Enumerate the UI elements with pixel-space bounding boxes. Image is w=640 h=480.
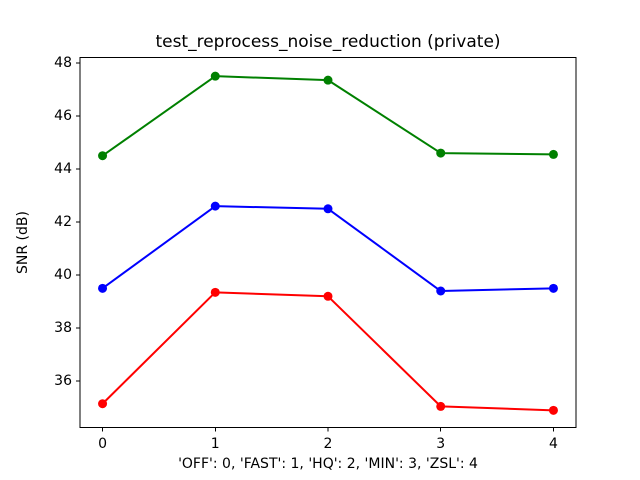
data-point-red bbox=[548, 405, 558, 415]
y-tick-label: 44 bbox=[54, 160, 72, 177]
x-axis-label: 'OFF': 0, 'FAST': 1, 'HQ': 2, 'MIN': 3, … bbox=[178, 456, 478, 472]
x-tick-label: 0 bbox=[98, 436, 107, 452]
data-point-green bbox=[210, 71, 220, 81]
y-tick-label: 48 bbox=[54, 54, 72, 71]
data-point-red bbox=[210, 287, 220, 297]
data-point-red bbox=[98, 399, 108, 409]
x-tick-label: 2 bbox=[323, 436, 333, 452]
y-tick-label: 46 bbox=[54, 107, 72, 124]
x-tick-label: 4 bbox=[548, 436, 558, 452]
y-tick-label: 38 bbox=[54, 320, 72, 337]
data-point-blue bbox=[436, 286, 446, 296]
data-point-red bbox=[436, 401, 446, 411]
series-line-red bbox=[101, 291, 555, 412]
data-point-blue bbox=[323, 204, 333, 214]
x-tick-label: 3 bbox=[436, 436, 446, 452]
data-point-blue bbox=[98, 283, 108, 293]
data-point-red bbox=[323, 291, 333, 301]
data-point-green bbox=[98, 151, 108, 161]
chart-title: test_reprocess_noise_reduction (private) bbox=[155, 32, 501, 52]
y-tick-label: 42 bbox=[54, 214, 72, 231]
data-point-green bbox=[323, 75, 333, 85]
data-point-green bbox=[436, 148, 446, 158]
x-tick-label: 1 bbox=[210, 436, 220, 452]
data-point-green bbox=[548, 149, 558, 159]
series-line-blue bbox=[101, 205, 555, 293]
y-tick-label: 36 bbox=[54, 373, 72, 390]
axes-frame bbox=[79, 57, 577, 429]
data-point-blue bbox=[548, 283, 558, 293]
series-line-green bbox=[101, 75, 555, 157]
data-point-blue bbox=[210, 201, 220, 211]
y-tick-label: 40 bbox=[54, 267, 72, 284]
